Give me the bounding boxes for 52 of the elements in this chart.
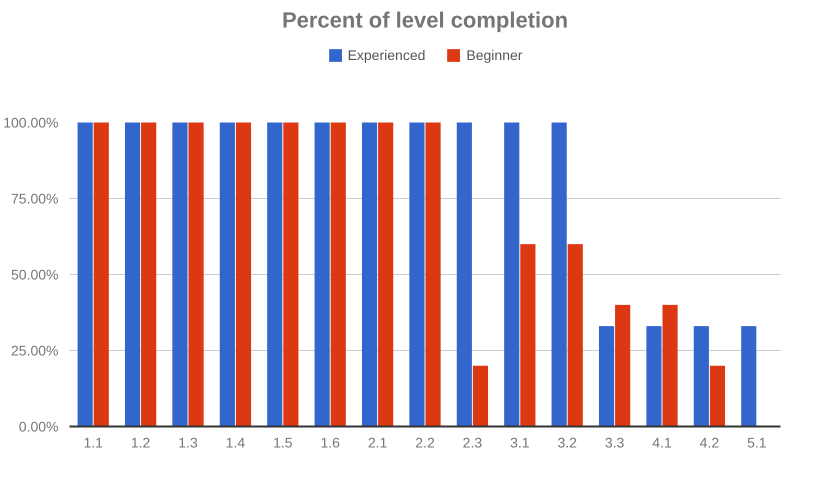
bar xyxy=(141,122,156,426)
legend-label: Beginner xyxy=(466,47,522,63)
legend-label: Experienced xyxy=(348,47,426,63)
bar xyxy=(172,122,188,426)
bar xyxy=(283,122,298,426)
x-tick-label: 1.4 xyxy=(226,434,246,450)
y-tick-label: 100.00% xyxy=(3,114,59,130)
x-tick-label: 3.1 xyxy=(510,434,530,450)
bar xyxy=(568,244,583,426)
bar xyxy=(662,304,678,426)
x-tick-label: 2.3 xyxy=(462,434,482,450)
x-tick-label: 3.3 xyxy=(604,434,625,450)
bar xyxy=(267,122,282,426)
bar xyxy=(552,122,567,426)
bar xyxy=(615,304,630,426)
bar xyxy=(425,122,441,426)
bar xyxy=(78,122,93,426)
bar xyxy=(124,122,140,426)
x-tick-label: 2.1 xyxy=(368,434,388,450)
x-tick-label: 1.2 xyxy=(130,434,151,450)
bar xyxy=(94,122,109,426)
bar xyxy=(598,326,614,426)
bar xyxy=(314,122,330,426)
y-tick-label: 0.00% xyxy=(18,418,59,434)
x-tick-label: 4.2 xyxy=(700,434,720,450)
chart-title: Percent of level completion xyxy=(282,8,568,32)
x-tick-label: 5.1 xyxy=(747,434,767,450)
bar xyxy=(330,122,346,426)
bar xyxy=(220,122,235,426)
bar xyxy=(646,326,662,426)
bar xyxy=(362,122,378,426)
bar xyxy=(520,244,536,426)
bar xyxy=(456,122,472,426)
x-tick-label: 3.2 xyxy=(557,434,578,450)
x-tick-label: 1.1 xyxy=(83,434,104,450)
y-tick-label: 75.00% xyxy=(11,190,58,206)
bar xyxy=(236,122,252,426)
x-tick-label: 1.3 xyxy=(178,434,198,450)
bar xyxy=(472,366,488,426)
bar xyxy=(378,122,394,426)
x-tick-label: 4.1 xyxy=(652,434,672,450)
bar xyxy=(694,326,709,426)
x-tick-label: 1.6 xyxy=(320,434,340,450)
x-tick-label: 2.2 xyxy=(415,434,435,450)
bar xyxy=(409,122,425,426)
x-tick-label: 1.5 xyxy=(273,434,293,450)
bar xyxy=(710,366,726,426)
y-tick-label: 25.00% xyxy=(11,342,58,358)
bar xyxy=(188,122,204,426)
bar xyxy=(504,122,520,426)
bar xyxy=(741,326,756,426)
y-tick-label: 50.00% xyxy=(11,266,58,282)
